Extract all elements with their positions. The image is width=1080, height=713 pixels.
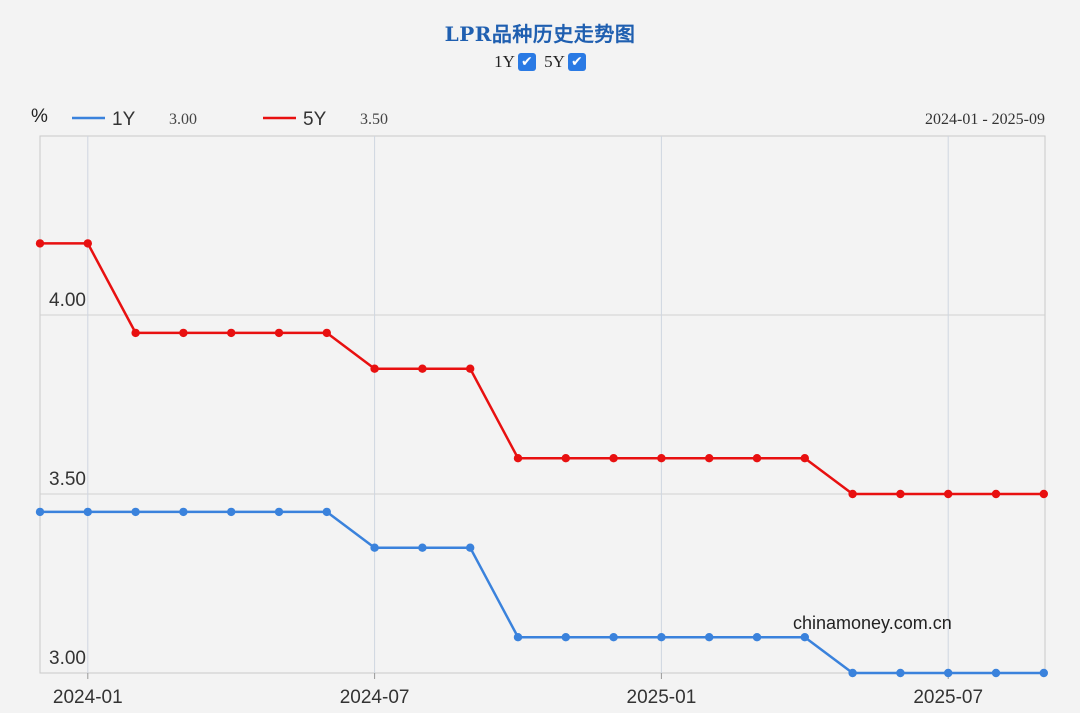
data-point-5y xyxy=(657,454,666,463)
data-point-1y xyxy=(800,633,809,642)
legend-value-1y: 3.00 xyxy=(169,111,197,128)
data-point-5y xyxy=(609,454,618,463)
y-axis-unit: % xyxy=(31,106,48,127)
data-point-5y xyxy=(274,328,284,338)
data-point-5y xyxy=(944,489,953,499)
data-point-5y xyxy=(848,489,857,499)
x-tick-label: 2025-01 xyxy=(627,687,697,708)
data-point-5y xyxy=(322,328,331,338)
data-point-1y xyxy=(83,507,93,517)
data-point-1y xyxy=(657,633,666,642)
legend-label-5y: 5Y xyxy=(303,109,327,130)
data-point-5y xyxy=(561,454,570,463)
data-point-5y xyxy=(896,489,905,499)
data-point-1y xyxy=(896,668,905,678)
x-tick-label: 2024-07 xyxy=(340,687,410,708)
data-point-5y xyxy=(179,328,188,338)
data-point-1y xyxy=(418,543,427,552)
data-point-1y xyxy=(848,668,857,678)
data-point-1y xyxy=(227,507,236,517)
data-point-5y xyxy=(227,328,236,338)
data-point-5y xyxy=(466,364,475,373)
toggle-1y[interactable]: 1Y ✔ xyxy=(494,52,536,72)
checkbox-5y-icon[interactable]: ✔ xyxy=(567,53,586,71)
data-point-5y xyxy=(513,454,523,463)
x-tick-label: 2025-07 xyxy=(913,687,983,708)
x-tick-label: 2024-01 xyxy=(53,687,123,708)
data-point-5y xyxy=(991,489,1001,499)
plot-frame xyxy=(39,135,1046,674)
data-point-1y xyxy=(752,633,762,642)
legend-value-5y: 3.50 xyxy=(360,111,388,128)
series-toggles: 1Y ✔ 5Y ✔ xyxy=(0,52,1080,72)
data-point-1y xyxy=(370,543,379,552)
data-point-1y xyxy=(35,507,45,517)
data-point-1y xyxy=(322,507,331,517)
data-point-1y xyxy=(466,543,475,552)
y-tick-label: 3.00 xyxy=(49,648,86,669)
data-point-1y xyxy=(179,507,188,517)
toggle-5y-label: 5Y xyxy=(544,52,565,71)
data-point-5y xyxy=(35,239,45,248)
series-line-1y xyxy=(40,510,1044,675)
data-point-5y xyxy=(370,364,379,373)
y-tick-label: 4.00 xyxy=(49,290,86,311)
data-point-1y xyxy=(131,507,140,517)
data-point-5y xyxy=(752,454,762,463)
toggle-1y-label: 1Y xyxy=(494,52,515,71)
data-point-1y xyxy=(274,507,284,517)
data-point-1y xyxy=(705,633,714,642)
data-point-5y xyxy=(800,454,809,463)
data-point-1y xyxy=(991,668,1001,678)
data-point-1y xyxy=(609,633,618,642)
checkbox-1y-icon[interactable]: ✔ xyxy=(517,53,536,71)
date-range-label: 2024-01 - 2025-09 xyxy=(925,111,1045,128)
legend-label-1y: 1Y xyxy=(112,109,136,130)
data-point-5y xyxy=(1039,489,1049,499)
chart-title: LPR品种历史走势图 xyxy=(444,22,636,46)
data-point-1y xyxy=(561,633,570,642)
toggle-5y[interactable]: 5Y ✔ xyxy=(544,52,586,72)
series-line-5y xyxy=(40,242,1044,496)
data-point-5y xyxy=(418,364,427,373)
data-point-5y xyxy=(83,239,93,248)
watermark-text: chinamoney.com.cn xyxy=(793,613,952,633)
data-point-5y xyxy=(705,454,714,463)
data-point-1y xyxy=(513,633,523,642)
data-point-5y xyxy=(131,328,140,338)
data-point-1y xyxy=(944,668,953,678)
y-tick-label: 3.50 xyxy=(49,469,86,490)
data-point-1y xyxy=(1039,668,1049,678)
